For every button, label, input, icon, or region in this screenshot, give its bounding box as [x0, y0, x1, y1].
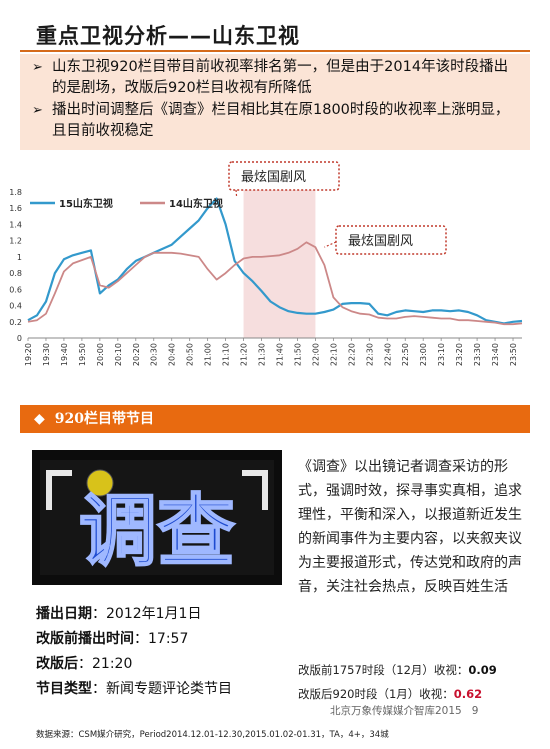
highlight-band: [243, 180, 316, 338]
x-tick-label: 23:40: [491, 343, 500, 366]
program-info: 播出日期：2012年1月1日 改版前播出时间：17:57 改版后：21:20 节…: [36, 602, 232, 702]
data-source: 数据来源：CSM媒介研究，Period2014.12.01-12.30,2015…: [36, 730, 389, 740]
y-tick-label: 1: [17, 253, 22, 262]
legend-label: 14山东卫视: [169, 197, 223, 210]
page-number: 9: [471, 705, 479, 717]
x-tick-label: 20:00: [96, 343, 105, 366]
x-tick-label: 21:00: [204, 343, 213, 366]
callout-box: [335, 225, 447, 255]
x-tick-label: 20:10: [114, 343, 123, 366]
info-value: ：2012年1月1日: [92, 606, 202, 622]
y-tick-label: 0.6: [9, 285, 22, 294]
program-description: 《调查》以出镜记者调查采访的形式，强调时效，探寻事实真相，追求理性，平衡和深入，…: [298, 459, 522, 595]
rating-line-chart: 0 0.2 0.4 0.6 0.8 1 1.2 1.4 1.6 1.8 19:20 19:30 19:4…: [9, 161, 523, 366]
footer-org: 北京万象传媒媒介智库2015: [330, 705, 462, 717]
rating-row: 改版前1757时段（12月）收视：0.09: [298, 658, 497, 682]
series-line: [27, 197, 523, 325]
info-key: 节目类型: [36, 681, 92, 697]
bullet-text: 播出时间调整后《调查》栏目相比其在原1800时段的收视率上涨明显，且目前收视稳定: [52, 102, 510, 139]
rating-label: 改版后920时段（1月）收视：: [298, 687, 454, 701]
bullet-item: ➢ 山东卫视920栏目带目前收视率排名第一，但是由于2014年该时段播出的是剧场…: [32, 57, 522, 99]
x-tick-label: 23:00: [419, 343, 428, 366]
series-line: [27, 241, 523, 326]
diamond-icon: ◆: [34, 411, 45, 427]
summary-box: ➢ 山东卫视920栏目带目前收视率排名第一，但是由于2014年该时段播出的是剧场…: [20, 54, 530, 150]
arrow-bullet-icon: ➢: [32, 103, 43, 118]
x-tick-label: 21:20: [240, 343, 249, 366]
rating-comparison: 改版前1757时段（12月）收视：0.09 改版后920时段（1月）收视：0.6…: [298, 658, 497, 706]
bullet-text: 山东卫视920栏目带目前收视率排名第一，但是由于2014年该时段播出的是剧场，改…: [52, 59, 509, 96]
info-key: 播出日期: [36, 606, 92, 622]
x-tick-label: 23:10: [437, 343, 446, 366]
x-tick-label: 20:50: [186, 343, 195, 366]
x-tick-label: 19:30: [42, 343, 51, 366]
title-divider: [20, 50, 530, 52]
x-tick-label: 22:40: [383, 343, 392, 366]
callout-label: 最炫国剧风: [348, 233, 413, 249]
callout-box: [228, 161, 340, 191]
rating-value: 0.62: [453, 687, 483, 701]
ball-icon: [87, 470, 113, 496]
x-tick-label: 20:20: [132, 343, 141, 366]
info-row: 改版后：21:20: [36, 652, 232, 677]
rating-value: 0.09: [468, 663, 497, 677]
program-logo: 调查: [32, 450, 282, 585]
x-tick-label: 20:40: [168, 343, 177, 366]
info-row: 改版前播出时间：17:57: [36, 627, 232, 652]
x-tick-label: 21:40: [275, 343, 284, 366]
bullet-item: ➢ 播出时间调整后《调查》栏目相比其在原1800时段的收视率上涨明显，且目前收视…: [32, 100, 522, 142]
x-tick-label: 22:30: [365, 343, 374, 366]
x-tick-label: 23:30: [473, 343, 482, 366]
x-tick-label: 21:30: [258, 343, 267, 366]
info-value: ：21:20: [78, 656, 133, 672]
x-tick-label: 19:50: [78, 343, 87, 366]
info-row: 播出日期：2012年1月1日: [36, 602, 232, 627]
y-tick-label: 0.8: [9, 269, 22, 278]
info-value: ：17:57: [134, 631, 189, 647]
x-tick-label: 21:50: [293, 343, 302, 366]
section-banner: ◆ 920栏目带节目: [20, 405, 530, 433]
banner-label: 920栏目带节目: [54, 411, 155, 427]
y-tick-label: 0: [17, 334, 22, 343]
x-tick-label: 23:20: [455, 343, 464, 366]
program-logo-graphic: 调查: [40, 460, 274, 578]
rating-label: 改版前1757时段（12月）收视：: [298, 663, 469, 677]
info-value: ：新闻专题评论类节目: [92, 681, 232, 697]
y-tick-label: 1.8: [9, 188, 22, 197]
x-tick-label: 19:20: [24, 343, 33, 366]
x-tick-label: 23:50: [509, 343, 518, 366]
logo-wordmark: 调查: [79, 487, 235, 577]
info-row: 节目类型：新闻专题评论类节目: [36, 677, 232, 702]
callout-leader: [324, 241, 337, 248]
callout-label: 最炫国剧风: [241, 169, 306, 185]
y-tick-label: 0.2: [9, 318, 22, 327]
corner-bracket-icon: [46, 470, 72, 510]
y-tick-label: 1.4: [9, 220, 22, 229]
x-tick-label: 22:20: [347, 343, 356, 366]
arrow-bullet-icon: ➢: [32, 60, 43, 75]
callout-leader: [235, 189, 238, 197]
page-title: 重点卫视分析——山东卫视: [36, 24, 300, 48]
legend-label: 15山东卫视: [59, 197, 113, 210]
x-tick-label: 21:10: [222, 343, 231, 366]
info-key: 改版前播出时间: [36, 631, 134, 647]
x-tick-label: 22:00: [311, 343, 320, 366]
x-tick-label: 22:10: [329, 343, 338, 366]
rating-row: 改版后920时段（1月）收视：0.62: [298, 682, 497, 706]
y-tick-label: 0.4: [9, 302, 22, 311]
info-key: 改版后: [36, 656, 78, 672]
y-tick-label: 1.2: [9, 237, 22, 246]
x-tick-label: 20:30: [150, 343, 159, 366]
y-tick-label: 1.6: [9, 204, 22, 213]
x-tick-label: 19:40: [60, 343, 69, 366]
x-tick-label: 22:50: [401, 343, 410, 366]
footer: 北京万象传媒媒介智库2015 9: [330, 703, 478, 718]
corner-bracket-icon: [242, 470, 268, 510]
